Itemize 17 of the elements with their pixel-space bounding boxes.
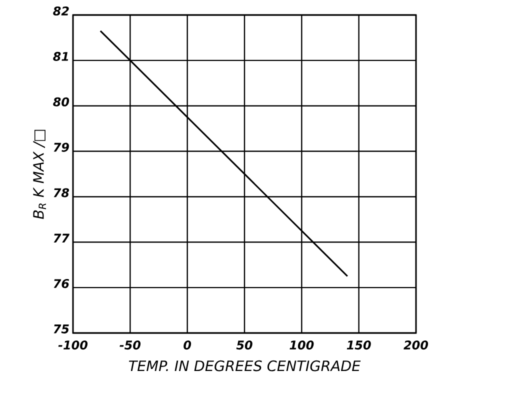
x-tick-label: 100 <box>290 340 314 350</box>
y-tick-label: 78 <box>54 188 70 198</box>
x-tick-label: -100 <box>58 340 88 350</box>
x-tick-label: 150 <box>346 340 371 350</box>
y-tick-label: 79 <box>54 142 69 152</box>
y-tick-label: 81 <box>53 52 68 61</box>
y-tick-label: 82 <box>53 6 69 16</box>
x-tick-label: 50 <box>236 340 252 350</box>
x-tick-label: 0 <box>184 340 192 350</box>
y-tick-label: 75 <box>54 324 69 334</box>
x-tick-label: -50 <box>120 340 141 350</box>
x-tick-label: 200 <box>404 340 428 350</box>
y-tick-label: 80 <box>53 97 70 106</box>
y-tick-label: 76 <box>54 279 70 288</box>
y-axis-title: B$_{R}$ K MAX /□ <box>33 130 46 219</box>
x-axis-title: TEMP. IN DEGREES CENTIGRADE <box>128 360 361 372</box>
y-tick-label: 77 <box>54 234 70 242</box>
